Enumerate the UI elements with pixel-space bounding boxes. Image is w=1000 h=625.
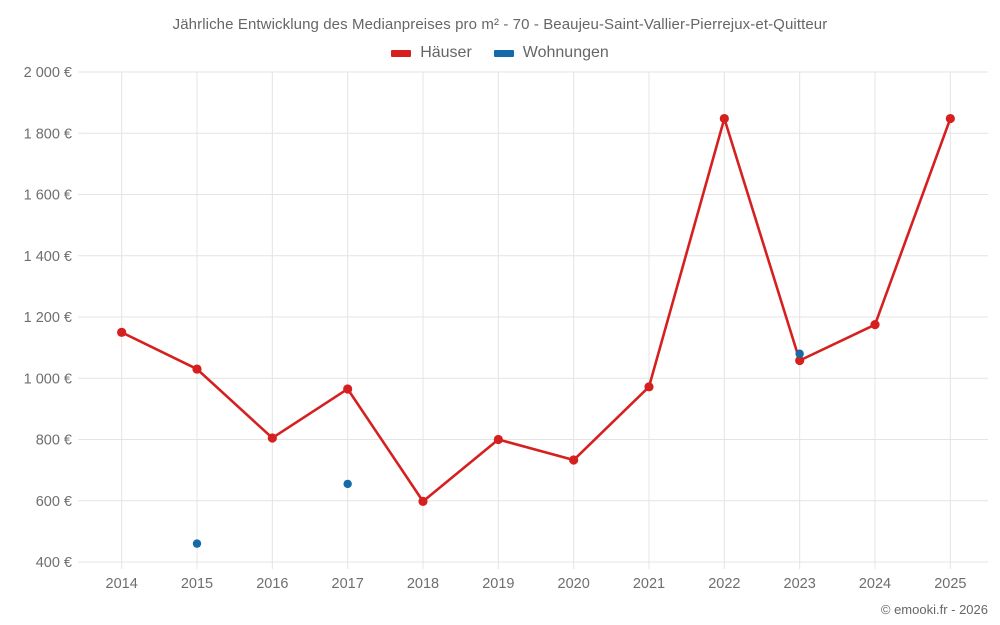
data-point[interactable] [267, 433, 277, 443]
legend-label-hauser: Häuser [420, 44, 472, 61]
data-point[interactable] [418, 496, 428, 506]
y-axis-tick-label: 2 000 € [24, 65, 72, 81]
y-axis-tick-label: 1 400 € [24, 249, 72, 265]
x-axis-tick-label: 2017 [332, 576, 364, 592]
y-axis-tick-label: 600 € [36, 494, 72, 510]
data-point[interactable] [644, 382, 654, 392]
y-axis-tick-label: 800 € [36, 433, 72, 449]
data-point[interactable] [343, 479, 352, 489]
x-axis-tick-label: 2015 [181, 576, 213, 592]
x-axis-tick-label: 2016 [256, 576, 288, 592]
grid-lines [78, 71, 988, 563]
chart-title: Jährliche Entwicklung des Medianpreises … [172, 16, 828, 33]
footer-credit: © emooki.fr - 2026 [880, 602, 988, 617]
x-axis-tick-label: 2024 [859, 576, 891, 592]
y-axis-tick-label: 1 000 € [24, 371, 72, 387]
x-axis-tick-label: 2025 [934, 576, 966, 592]
series-line-häuser [120, 117, 952, 503]
y-axis-tick-label: 1 200 € [24, 310, 72, 326]
x-axis-tick-label: 2020 [558, 576, 590, 592]
data-point[interactable] [870, 320, 880, 330]
data-point[interactable] [569, 455, 579, 465]
x-axis-tick-label: 2018 [407, 576, 439, 592]
x-axis-tick-labels: 2014 2015 2016 2017 2018 2019 2020 2021 2022 2023… [106, 576, 967, 592]
series-points [117, 113, 955, 548]
x-axis-tick-label: 2014 [106, 576, 138, 592]
data-point[interactable] [795, 355, 805, 366]
x-axis-tick-label: 2021 [633, 576, 665, 592]
series-lines [120, 117, 952, 503]
legend-item-hauser[interactable]: Häuser [391, 44, 472, 62]
data-point[interactable] [192, 539, 202, 548]
y-axis-tick-label: 1 600 € [24, 188, 72, 204]
data-point[interactable] [719, 113, 729, 124]
chart-legend: Häuser Wohnungen [0, 44, 1000, 62]
data-point[interactable] [343, 384, 353, 394]
legend-label-wohnungen: Wohnungen [522, 44, 609, 61]
data-point[interactable] [493, 434, 503, 445]
legend-swatch-hauser [391, 49, 412, 57]
legend-item-wohnungen[interactable]: Wohnungen [493, 44, 609, 62]
data-point[interactable] [795, 349, 804, 358]
data-point[interactable] [117, 327, 127, 337]
x-axis-tick-label: 2022 [708, 576, 740, 592]
y-axis-tick-label: 1 800 € [24, 126, 72, 142]
data-point[interactable] [945, 113, 955, 124]
y-axis-tick-label: 400 € [36, 555, 72, 571]
x-axis-tick-marks [121, 562, 951, 569]
legend-swatch-wohnungen [493, 49, 514, 57]
x-axis-tick-label: 2019 [482, 576, 514, 592]
y-axis-tick-labels: 400 € 600 € 800 € 1 000 € 1 200 € 1 400 € 1 60… [24, 65, 72, 571]
x-axis-tick-label: 2023 [784, 576, 816, 592]
data-point[interactable] [192, 364, 202, 374]
